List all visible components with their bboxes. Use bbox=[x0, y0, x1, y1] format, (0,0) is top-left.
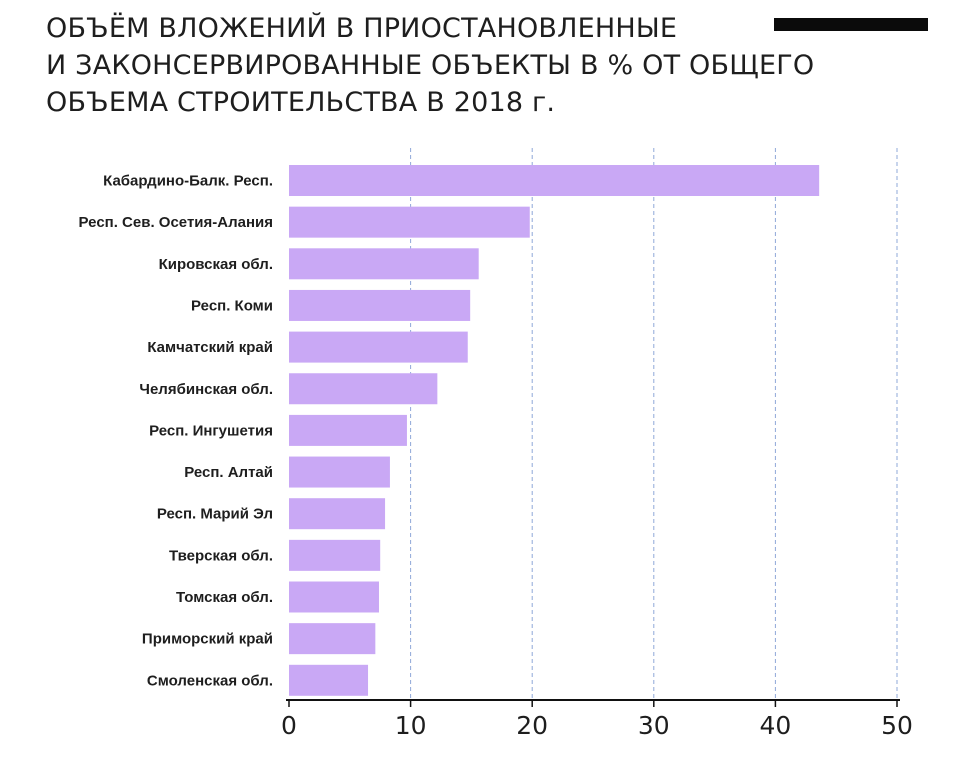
bar-1 bbox=[289, 206, 530, 238]
category-label-2: Кировская обл. bbox=[159, 256, 273, 273]
bar-6 bbox=[289, 414, 407, 446]
category-label-6: Респ. Ингушетия bbox=[149, 422, 273, 439]
x-tick-label-40: 40 bbox=[759, 711, 791, 740]
bar-5 bbox=[289, 373, 438, 405]
title-accent-bar bbox=[774, 18, 928, 31]
x-tick-label-50: 50 bbox=[881, 711, 913, 740]
bar-8 bbox=[289, 498, 386, 530]
bar-2 bbox=[289, 248, 479, 280]
bar-12 bbox=[289, 664, 369, 696]
bar-7 bbox=[289, 456, 390, 488]
category-label-4: Камчатский край bbox=[147, 339, 273, 356]
x-tick-label-20: 20 bbox=[516, 711, 548, 740]
category-label-1: Респ. Сев. Осетия-Алания bbox=[79, 214, 273, 231]
x-tick-label-0: 0 bbox=[281, 711, 297, 740]
chart-title: ОБЪЁМ ВЛОЖЕНИЙ В ПРИОСТАНОВЛЕННЫЕ И ЗАКО… bbox=[46, 10, 926, 121]
x-tick-label-30: 30 bbox=[638, 711, 670, 740]
bar-3 bbox=[289, 289, 471, 321]
category-label-5: Челябинская обл. bbox=[139, 381, 273, 398]
category-label-10: Томская обл. bbox=[176, 589, 273, 606]
category-label-8: Респ. Марий Эл bbox=[157, 506, 273, 523]
x-tick-label-10: 10 bbox=[395, 711, 427, 740]
bar-10 bbox=[289, 581, 379, 613]
chart-title-line-1: ОБЪЁМ ВЛОЖЕНИЙ В ПРИОСТАНОВЛЕННЫЕ bbox=[46, 13, 678, 44]
chart-title-line-2: И ЗАКОНСЕРВИРОВАННЫЕ ОБЪЕКТЫ В % ОТ ОБЩЕ… bbox=[46, 50, 815, 81]
category-label-9: Тверская обл. bbox=[169, 547, 273, 564]
chart-title-line-3: ОБЪЕМА СТРОИТЕЛЬСТВА В 2018 г. bbox=[46, 87, 556, 118]
bar-0 bbox=[289, 165, 820, 196]
bar-9 bbox=[289, 539, 381, 571]
category-label-0: Кабардино-Балк. Респ. bbox=[103, 173, 273, 190]
category-label-12: Смоленская обл. bbox=[147, 672, 273, 689]
category-label-7: Респ. Алтай bbox=[184, 464, 273, 481]
bar-4 bbox=[289, 331, 468, 363]
category-label-11: Приморский край bbox=[142, 631, 273, 648]
category-label-3: Респ. Коми bbox=[191, 297, 273, 314]
bar-11 bbox=[289, 623, 376, 655]
